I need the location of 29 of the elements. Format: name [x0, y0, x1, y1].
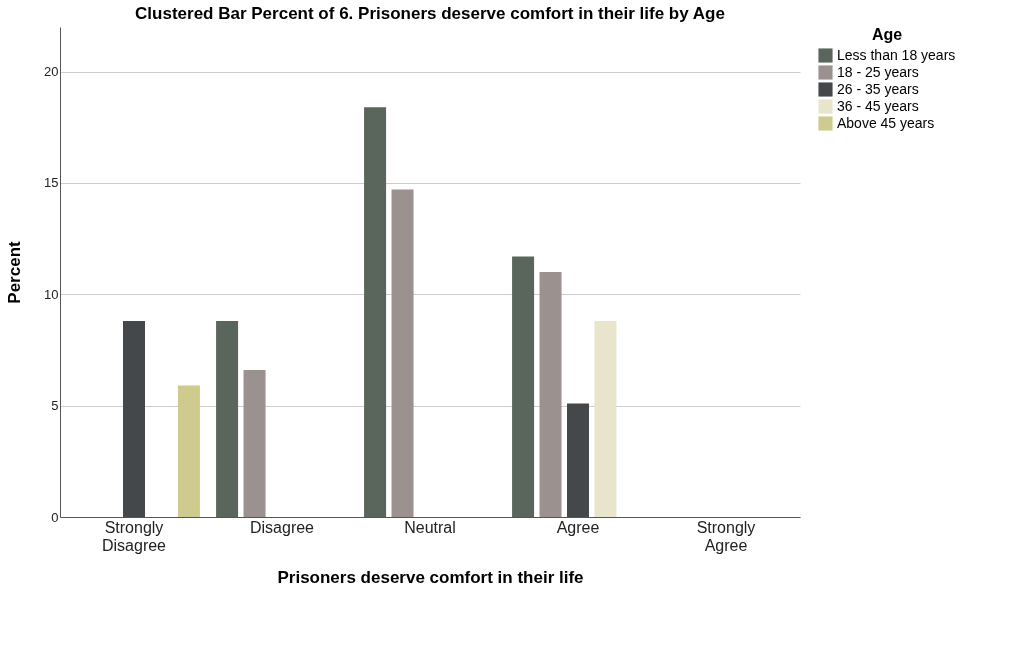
bar	[243, 370, 266, 517]
bar	[216, 321, 239, 517]
y-tick-label: 15	[44, 175, 59, 191]
x-tick-label: Agree	[556, 518, 600, 536]
x-tick-label: Neutral	[404, 518, 456, 536]
legend-label: 18 - 25 years	[837, 63, 919, 80]
legend-label: Less than 18 years	[837, 46, 956, 63]
bar	[539, 272, 562, 517]
bar	[594, 321, 617, 517]
chart-title: Clustered Bar Percent of 6. Prisoners deserve comfort in their life by Age	[135, 4, 725, 23]
x-axis-title: Prisoners deserve comfort in their life	[277, 567, 584, 587]
legend-label: 36 - 45 years	[837, 97, 919, 114]
bar	[567, 403, 589, 517]
legend-title: Age	[871, 26, 903, 43]
bar	[512, 256, 535, 517]
x-tick-label: Strongly Disagree	[101, 518, 167, 554]
x-tick-label: Disagree	[249, 518, 315, 536]
bar	[123, 321, 145, 517]
legend-label: 26 - 35 years	[837, 80, 919, 97]
x-tick-label: Strongly Agree	[696, 518, 756, 554]
bar	[391, 189, 414, 517]
bar	[177, 385, 200, 517]
y-tick-label: 0	[51, 509, 59, 525]
y-axis-title: Percent	[5, 240, 25, 304]
y-tick-label: 10	[44, 286, 59, 302]
y-tick-label: 20	[44, 64, 59, 80]
bar	[364, 107, 387, 517]
legend-label: Above 45 years	[837, 114, 935, 131]
y-tick-label: 5	[51, 398, 59, 414]
